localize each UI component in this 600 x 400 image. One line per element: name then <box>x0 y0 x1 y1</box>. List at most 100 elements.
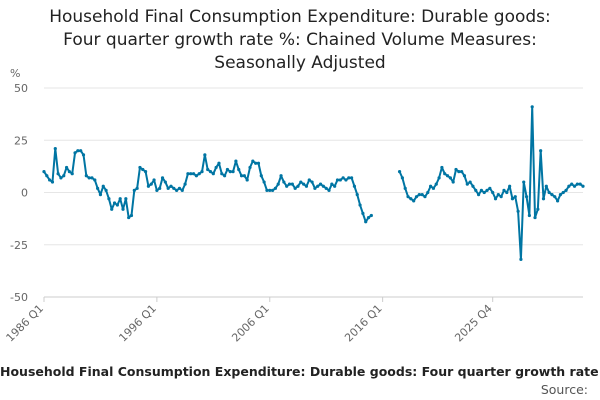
data-point-19 <box>96 186 100 190</box>
data-point-185 <box>564 188 568 193</box>
data-point-32 <box>132 188 136 193</box>
data-point-5 <box>56 172 60 176</box>
data-point-11 <box>73 151 77 155</box>
data-point-59 <box>208 170 213 174</box>
x-tick-label-1: 1996 Q1 <box>116 302 159 345</box>
data-point-175 <box>536 207 540 211</box>
data-point-177 <box>541 197 546 201</box>
data-point-15 <box>84 174 88 178</box>
data-point-35 <box>141 167 145 172</box>
data-point-133 <box>417 192 421 197</box>
data-point-78 <box>262 180 266 184</box>
data-point-51 <box>186 172 190 176</box>
data-point-101 <box>327 188 331 193</box>
data-point-88 <box>290 182 294 186</box>
data-point-169 <box>519 257 523 261</box>
data-point-116 <box>369 213 373 218</box>
data-point-54 <box>194 174 198 178</box>
data-point-105 <box>338 178 342 182</box>
data-point-170 <box>522 180 526 184</box>
data-point-87 <box>287 182 292 186</box>
series-segment-1 <box>398 105 584 261</box>
data-point-178 <box>544 184 548 188</box>
data-point-97 <box>316 184 320 188</box>
data-point-2 <box>48 178 52 182</box>
series-points <box>42 105 585 261</box>
data-point-136 <box>426 190 430 195</box>
x-axis-ticks: 1986 Q1 1996 Q1 2006 Q1 2016 Q1 2025 Q4 <box>4 297 495 344</box>
data-point-104 <box>335 178 340 182</box>
y-axis-ticks: 50 25 0 -25 -50 <box>10 82 28 304</box>
data-point-17 <box>90 176 94 180</box>
data-point-76 <box>256 161 261 165</box>
data-point-191 <box>581 184 585 188</box>
y-tick-label-4: -50 <box>10 291 28 304</box>
data-point-8 <box>64 165 69 170</box>
data-point-86 <box>285 184 289 188</box>
data-point-126 <box>397 170 402 174</box>
data-point-107 <box>344 178 348 182</box>
data-point-168 <box>516 209 520 213</box>
data-point-64 <box>223 174 227 178</box>
data-point-186 <box>567 184 571 188</box>
data-point-46 <box>172 186 176 190</box>
data-point-158 <box>488 186 492 190</box>
data-point-141 <box>440 165 444 170</box>
data-point-60 <box>211 172 215 176</box>
data-point-143 <box>445 174 450 178</box>
data-point-129 <box>406 195 410 199</box>
data-point-63 <box>220 172 224 176</box>
data-point-102 <box>330 182 334 186</box>
data-point-112 <box>358 203 362 207</box>
data-point-38 <box>149 182 153 186</box>
data-point-84 <box>279 174 283 178</box>
data-point-26 <box>115 203 119 207</box>
data-point-138 <box>431 186 436 190</box>
data-point-157 <box>485 188 489 193</box>
data-point-184 <box>561 190 565 195</box>
data-point-80 <box>268 188 272 193</box>
data-point-154 <box>476 192 481 197</box>
data-point-40 <box>155 188 159 193</box>
data-point-69 <box>237 167 241 172</box>
data-point-128 <box>403 186 407 190</box>
y-tick-label-1: 25 <box>14 134 28 147</box>
data-point-6 <box>59 176 63 180</box>
data-point-34 <box>138 165 142 170</box>
data-point-24 <box>110 207 114 211</box>
data-point-147 <box>457 170 461 174</box>
data-point-92 <box>302 182 306 186</box>
data-point-62 <box>217 161 221 165</box>
data-point-155 <box>479 188 484 193</box>
data-point-74 <box>251 159 255 163</box>
data-point-153 <box>474 188 478 193</box>
data-point-49 <box>180 188 184 193</box>
data-point-115 <box>366 215 371 220</box>
data-point-164 <box>505 190 509 195</box>
data-point-45 <box>169 184 173 188</box>
data-point-7 <box>62 174 66 178</box>
data-point-110 <box>352 184 357 188</box>
data-point-114 <box>364 220 368 224</box>
data-point-182 <box>556 199 560 203</box>
data-point-1 <box>45 174 49 178</box>
data-point-3 <box>50 180 55 184</box>
data-point-148 <box>460 170 464 174</box>
data-point-130 <box>409 197 413 201</box>
data-point-37 <box>146 184 151 188</box>
data-point-91 <box>299 180 303 184</box>
data-point-70 <box>239 174 244 178</box>
data-point-50 <box>183 182 187 186</box>
data-point-98 <box>318 182 323 186</box>
data-point-42 <box>160 176 165 180</box>
data-point-187 <box>570 182 574 186</box>
data-point-89 <box>293 186 297 190</box>
data-point-58 <box>206 167 210 172</box>
data-point-140 <box>437 176 441 180</box>
data-point-82 <box>273 186 277 190</box>
data-point-56 <box>200 170 204 174</box>
chart-title-line-1: Household Final Consumption Expenditure:… <box>49 7 551 27</box>
data-point-106 <box>341 176 345 180</box>
data-point-109 <box>350 176 354 180</box>
data-point-131 <box>412 199 416 203</box>
